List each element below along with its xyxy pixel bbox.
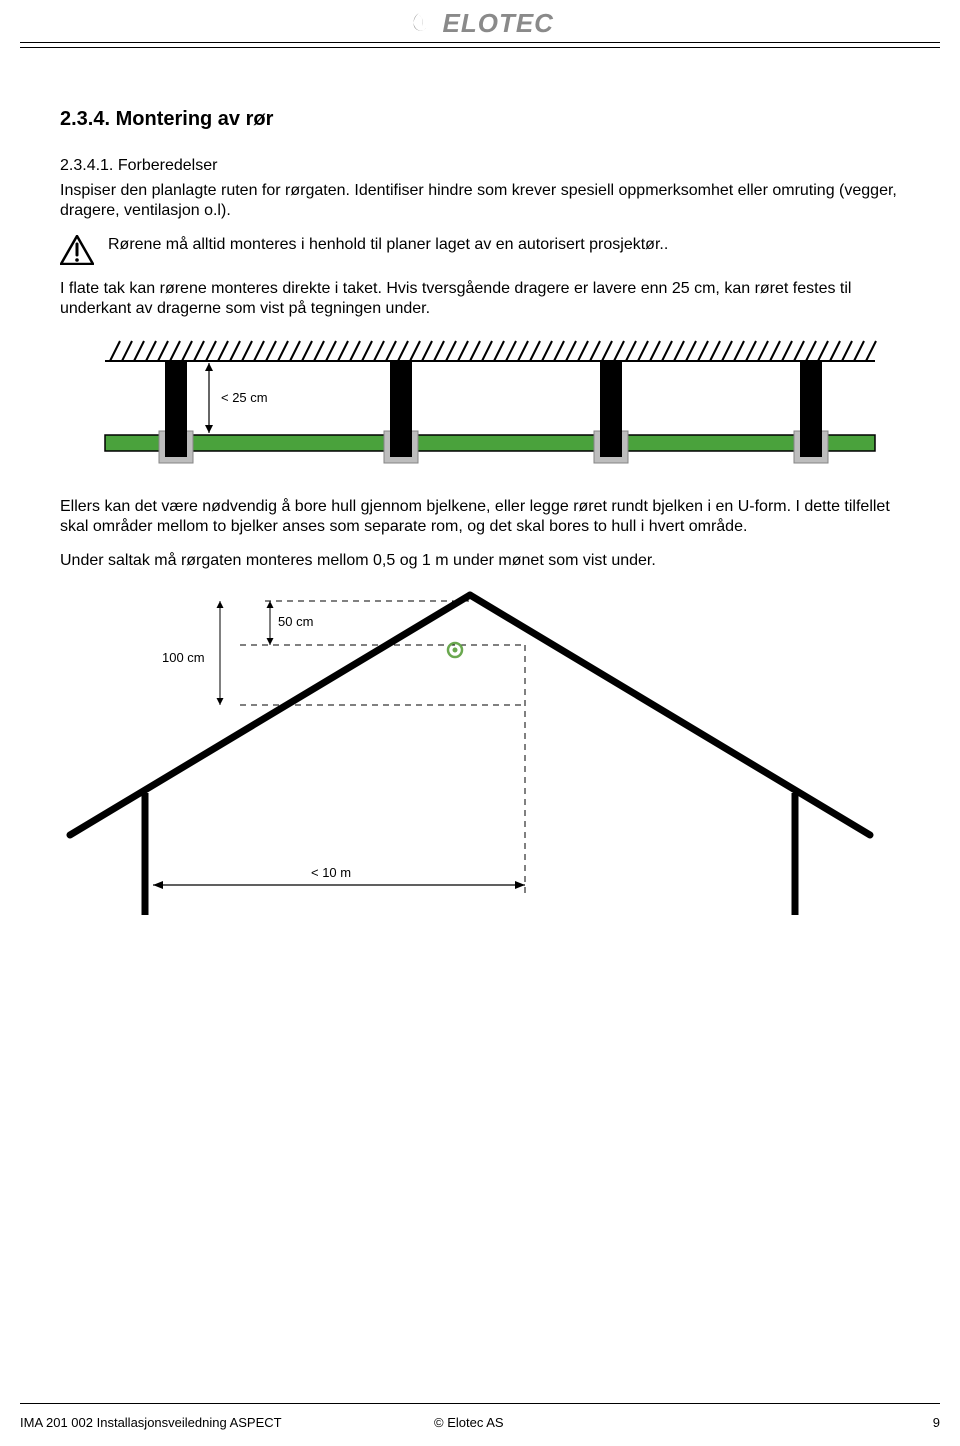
section-heading: 2.3.4. Montering av rør: [60, 108, 900, 131]
footer: IMA 201 002 Installasjonsveiledning ASPE…: [20, 1415, 940, 1430]
intro-paragraph: Inspiser den planlagte ruten for rørgate…: [60, 181, 900, 221]
warning-triangle-icon: [60, 235, 94, 265]
footer-copyright: © Elotec AS: [434, 1415, 848, 1430]
footer-doc-id: IMA 201 002 Installasjonsveiledning ASPE…: [20, 1415, 434, 1430]
header-rule-thick: [20, 42, 940, 43]
subsection-heading: 2.3.4.1. Forberedelser: [60, 157, 900, 175]
svg-text:< 25 cm: < 25 cm: [221, 390, 268, 405]
warning-text: Rørene må alltid monteres i henhold til …: [108, 235, 668, 255]
diagram-flat-roof: < 25 cm: [60, 339, 880, 469]
svg-text:100 cm: 100 cm: [162, 650, 205, 665]
brand-mark-icon: [406, 11, 432, 37]
brand-text: ELOTEC: [443, 8, 554, 39]
ellers-paragraph: Ellers kan det være nødvendig å bore hul…: [60, 497, 900, 537]
diagram-saltak: 50 cm 100 cm < 10 m: [60, 585, 880, 945]
saltak-paragraph: Under saltak må rørgaten monteres mellom…: [60, 551, 900, 571]
footer-rule: [20, 1403, 940, 1404]
warning-block: Rørene må alltid monteres i henhold til …: [60, 235, 900, 265]
footer-page-number: 9: [848, 1415, 940, 1430]
svg-text:50 cm: 50 cm: [278, 614, 313, 629]
header-rule-thin: [20, 47, 940, 48]
brand-logo: ELOTEC: [0, 8, 960, 39]
flat-roof-paragraph: I flate tak kan rørene monteres direkte …: [60, 279, 900, 319]
content-region: 2.3.4. Montering av rør 2.3.4.1. Forbere…: [60, 108, 900, 945]
svg-text:< 10 m: < 10 m: [311, 865, 351, 880]
